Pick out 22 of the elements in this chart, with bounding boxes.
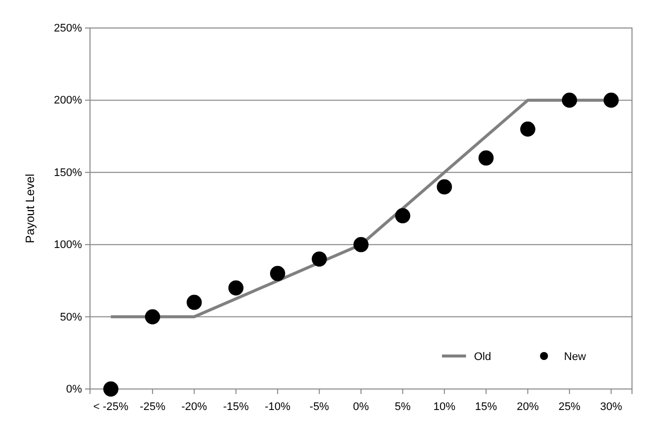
x-tick-label: 25%	[558, 401, 581, 414]
y-tick-label: 100%	[54, 239, 82, 252]
legend-label: New	[564, 351, 586, 363]
y-tick-label: 50%	[60, 311, 82, 324]
y-axis-title: Payout Level	[23, 174, 37, 244]
x-tick-label: -15%	[223, 401, 249, 414]
x-tick-label: -20%	[181, 401, 208, 414]
x-tick-label: 5%	[394, 401, 411, 414]
x-tick-label: < -25%	[93, 401, 129, 414]
x-tick-label: 20%	[516, 401, 539, 414]
x-tick-label: -25%	[140, 401, 166, 414]
y-tick-label: 150%	[54, 166, 82, 179]
x-tick-label: 15%	[475, 401, 498, 414]
x-tick-label: 10%	[433, 401, 456, 414]
x-tick-label: 0%	[353, 401, 370, 414]
legend-label: Old	[474, 351, 492, 363]
y-tick-label: 200%	[54, 94, 82, 107]
y-tick-label: 250%	[54, 22, 82, 35]
x-tick-label: 30%	[600, 401, 622, 414]
x-tick-label: -10%	[264, 401, 291, 414]
x-tick-label: -5%	[310, 401, 330, 414]
y-tick-label: 0%	[66, 384, 82, 396]
